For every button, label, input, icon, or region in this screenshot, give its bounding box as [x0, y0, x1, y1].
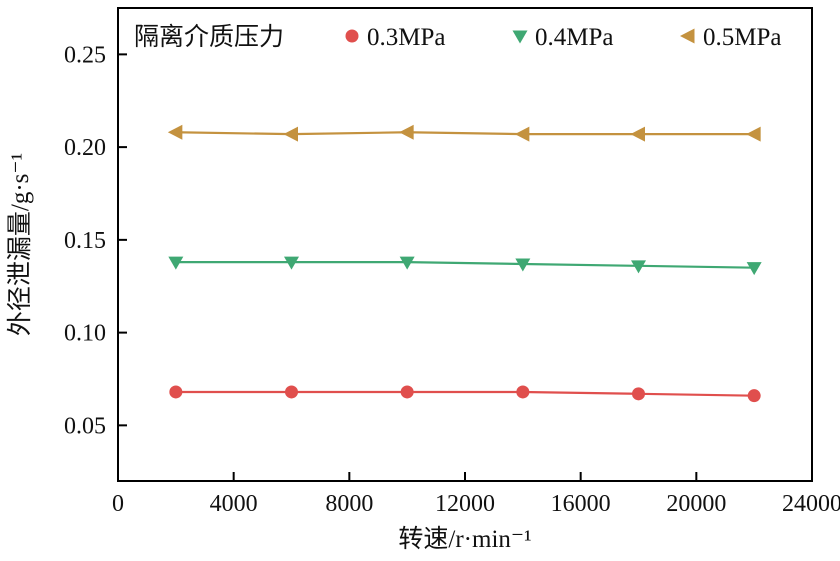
series-marker-0.3MPa: [169, 385, 183, 399]
x-tick-label: 24000: [782, 491, 840, 517]
y-tick-label: 0.05: [64, 413, 106, 439]
y-tick-label: 0.15: [64, 228, 106, 254]
legend-label-0.4MPa: 0.4MPa: [535, 24, 613, 51]
x-tick-label: 20000: [666, 491, 726, 517]
x-tick-label: 12000: [435, 491, 495, 517]
series-marker-0.4MPa: [631, 260, 646, 274]
series-marker-0.4MPa: [399, 256, 415, 270]
series-marker-0.3MPa: [632, 387, 645, 401]
series-line-0.4MPa: [175, 261, 755, 269]
series-marker-0.4MPa: [515, 258, 531, 272]
series-marker-0.5MPa: [630, 126, 645, 142]
legend-title: 隔离介质压力: [134, 23, 284, 51]
series-marker-0.5MPa: [746, 126, 761, 142]
x-tick-label: 0: [112, 491, 124, 517]
x-tick-label: 4000: [210, 491, 258, 517]
y-tick-label: 0.25: [64, 42, 106, 68]
series-marker-0.3MPa: [747, 389, 761, 403]
series-marker-0.3MPa: [400, 385, 414, 399]
series-line-0.3MPa: [175, 390, 755, 397]
legend-label-0.5MPa: 0.5MPa: [703, 24, 781, 51]
series-marker-0.3MPa: [516, 385, 530, 399]
legend-marker-0.5MPa: [680, 28, 695, 44]
series-marker-0.3MPa: [285, 385, 298, 399]
series-line-0.5MPa: [175, 131, 755, 136]
series-marker-0.5MPa: [283, 126, 298, 142]
x-tick-label: 8000: [325, 491, 373, 517]
plot-frame: [117, 7, 813, 482]
y-axis-label: 外径泄漏量/g·s⁻¹: [6, 153, 34, 336]
series-marker-0.5MPa: [399, 124, 414, 140]
x-axis-label: 转速/r·min⁻¹: [398, 525, 531, 553]
legend-marker-0.4MPa: [512, 30, 528, 44]
series-marker-0.5MPa: [514, 126, 530, 142]
x-tick-label: 16000: [551, 491, 611, 517]
series-marker-0.4MPa: [746, 262, 762, 276]
legend-marker-0.3MPa: [345, 29, 359, 43]
series-marker-0.4MPa: [168, 256, 184, 270]
series-marker-0.5MPa: [167, 124, 183, 140]
y-tick-label: 0.20: [64, 135, 106, 161]
y-tick-label: 0.10: [64, 321, 106, 347]
legend-label-0.3MPa: 0.3MPa: [367, 24, 445, 51]
series-marker-0.4MPa: [284, 256, 299, 270]
